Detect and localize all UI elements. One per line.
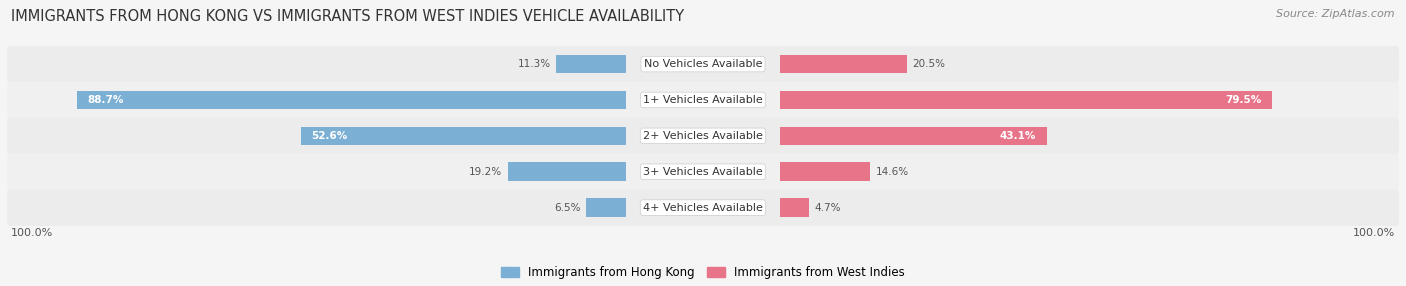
Text: 19.2%: 19.2% bbox=[468, 167, 502, 177]
Text: 4+ Vehicles Available: 4+ Vehicles Available bbox=[643, 202, 763, 212]
Text: 11.3%: 11.3% bbox=[517, 59, 551, 69]
Text: 88.7%: 88.7% bbox=[87, 95, 124, 105]
Bar bbox=[779, 162, 870, 181]
FancyBboxPatch shape bbox=[7, 189, 1399, 226]
Text: 43.1%: 43.1% bbox=[1000, 131, 1036, 141]
Bar bbox=[301, 126, 627, 145]
Text: 6.5%: 6.5% bbox=[554, 202, 581, 212]
Text: 1+ Vehicles Available: 1+ Vehicles Available bbox=[643, 95, 763, 105]
Text: 100.0%: 100.0% bbox=[10, 229, 53, 239]
Text: No Vehicles Available: No Vehicles Available bbox=[644, 59, 762, 69]
Bar bbox=[557, 55, 627, 74]
Bar bbox=[779, 126, 1046, 145]
Text: 79.5%: 79.5% bbox=[1225, 95, 1261, 105]
Text: 14.6%: 14.6% bbox=[876, 167, 908, 177]
Bar bbox=[508, 162, 627, 181]
Legend: Immigrants from Hong Kong, Immigrants from West Indies: Immigrants from Hong Kong, Immigrants fr… bbox=[496, 261, 910, 284]
Text: Source: ZipAtlas.com: Source: ZipAtlas.com bbox=[1277, 9, 1395, 19]
Bar bbox=[586, 198, 627, 217]
Bar bbox=[77, 91, 627, 109]
FancyBboxPatch shape bbox=[7, 46, 1399, 82]
Text: 2+ Vehicles Available: 2+ Vehicles Available bbox=[643, 131, 763, 141]
Bar bbox=[779, 198, 808, 217]
Text: 3+ Vehicles Available: 3+ Vehicles Available bbox=[643, 167, 763, 177]
Bar bbox=[779, 55, 907, 74]
Text: 20.5%: 20.5% bbox=[912, 59, 945, 69]
FancyBboxPatch shape bbox=[7, 82, 1399, 118]
Text: 100.0%: 100.0% bbox=[1353, 229, 1396, 239]
Bar bbox=[779, 91, 1272, 109]
Text: 52.6%: 52.6% bbox=[311, 131, 347, 141]
FancyBboxPatch shape bbox=[7, 153, 1399, 190]
FancyBboxPatch shape bbox=[7, 118, 1399, 154]
Text: IMMIGRANTS FROM HONG KONG VS IMMIGRANTS FROM WEST INDIES VEHICLE AVAILABILITY: IMMIGRANTS FROM HONG KONG VS IMMIGRANTS … bbox=[11, 9, 685, 23]
Text: 4.7%: 4.7% bbox=[814, 202, 841, 212]
